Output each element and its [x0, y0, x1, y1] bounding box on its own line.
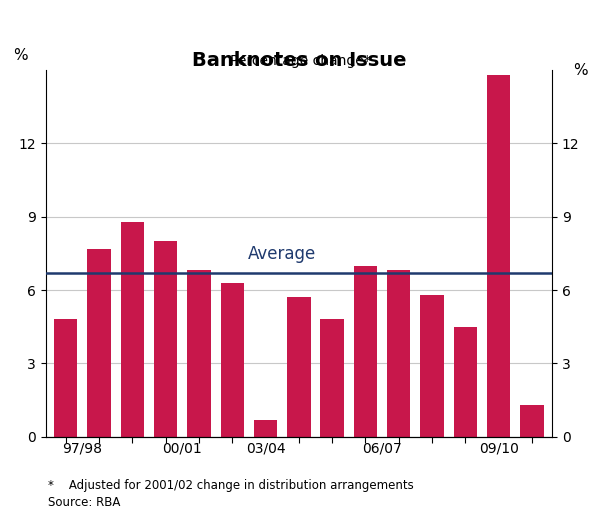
- Text: Source: RBA: Source: RBA: [48, 496, 121, 509]
- Text: Percentage change*: Percentage change*: [230, 54, 370, 68]
- Bar: [87, 249, 110, 437]
- Bar: [221, 283, 244, 437]
- Bar: [287, 297, 311, 437]
- Bar: [254, 419, 277, 437]
- Bar: [121, 222, 144, 437]
- Title: Banknotes on Issue: Banknotes on Issue: [191, 51, 406, 70]
- Bar: [54, 320, 77, 437]
- Text: *    Adjusted for 2001/02 change in distribution arrangements: * Adjusted for 2001/02 change in distrib…: [48, 479, 414, 492]
- Y-axis label: %: %: [13, 48, 28, 63]
- Bar: [154, 241, 177, 437]
- Bar: [421, 295, 444, 437]
- Text: Average: Average: [248, 245, 316, 263]
- Bar: [387, 270, 410, 437]
- Bar: [187, 270, 211, 437]
- Bar: [520, 405, 544, 437]
- Bar: [320, 320, 344, 437]
- Bar: [487, 75, 511, 437]
- Bar: [354, 266, 377, 437]
- Bar: [454, 327, 477, 437]
- Y-axis label: %: %: [572, 63, 587, 78]
